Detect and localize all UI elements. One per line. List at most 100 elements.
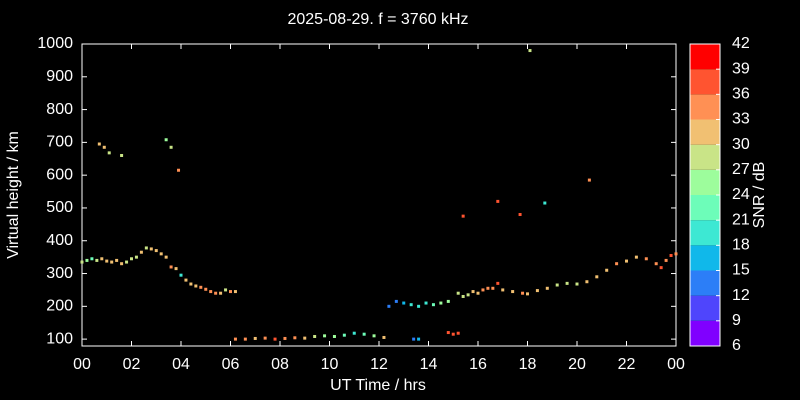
chart-title: 2025-08-29. f = 3760 kHz (287, 11, 468, 28)
data-point (518, 213, 522, 217)
colorbar-segment (690, 69, 720, 95)
colorbar-tick-label: 6 (732, 337, 741, 354)
data-point (565, 281, 569, 285)
data-point (362, 332, 366, 336)
data-point (471, 290, 475, 294)
data-point (528, 49, 532, 53)
data-point (214, 291, 218, 295)
y-tick-label: 700 (46, 134, 73, 151)
data-point (446, 331, 450, 335)
colorbar-tick-label: 15 (732, 262, 750, 279)
data-point (120, 153, 124, 157)
data-point (417, 337, 421, 341)
data-point (409, 303, 413, 307)
colorbar-tick-label: 27 (732, 161, 750, 178)
x-tick-label: 16 (469, 356, 487, 373)
data-point (219, 291, 223, 295)
data-point (107, 151, 111, 155)
data-point (595, 275, 599, 279)
data-point (144, 246, 148, 250)
data-point (263, 336, 267, 340)
data-point (120, 262, 124, 266)
data-point (402, 301, 406, 305)
x-tick-label: 04 (172, 356, 190, 373)
data-point (496, 199, 500, 203)
data-point (303, 336, 307, 340)
colorbar-tick-label: 33 (732, 111, 750, 128)
data-point (169, 265, 173, 269)
data-point (352, 331, 356, 335)
data-point (372, 334, 376, 338)
data-point (100, 257, 104, 261)
colorbar-tick-label: 36 (732, 86, 750, 103)
data-point (177, 168, 181, 172)
data-point (189, 282, 193, 286)
data-point (451, 332, 455, 336)
data-point (412, 337, 416, 341)
y-tick-label: 1000 (37, 35, 73, 52)
data-point (461, 214, 465, 218)
data-point (204, 287, 208, 291)
data-point (526, 292, 529, 296)
colorbar-segment (690, 169, 720, 195)
data-point (587, 178, 591, 182)
data-point (323, 334, 327, 338)
data-point (446, 299, 450, 303)
data-point (243, 337, 247, 341)
data-point (97, 142, 101, 146)
y-tick-label: 500 (46, 199, 73, 216)
x-tick-label: 08 (271, 356, 289, 373)
data-point (199, 285, 203, 289)
data-point (273, 337, 277, 341)
data-point (664, 258, 668, 262)
colorbar-tick-label: 39 (732, 60, 750, 77)
data-point (659, 266, 663, 270)
y-tick-label: 600 (46, 166, 73, 183)
data-point (293, 336, 297, 340)
y-tick-label: 100 (46, 330, 73, 347)
data-point (159, 252, 163, 256)
data-point (332, 334, 336, 338)
x-tick-label: 06 (222, 356, 240, 373)
data-point (102, 145, 106, 149)
x-tick-label: 18 (519, 356, 537, 373)
data-point (417, 304, 421, 308)
y-tick-label: 200 (46, 298, 73, 315)
x-tick-label: 00 (73, 356, 91, 373)
data-point (575, 282, 579, 286)
data-point (543, 201, 547, 205)
data-point (229, 290, 232, 294)
x-tick-label: 00 (667, 356, 685, 373)
data-point (605, 268, 609, 272)
data-point (476, 291, 480, 295)
colorbar-segment (690, 195, 720, 221)
data-point (209, 290, 213, 294)
data-point (95, 258, 99, 262)
data-point (615, 262, 619, 266)
y-tick-label: 300 (46, 265, 73, 282)
x-tick-label: 20 (568, 356, 586, 373)
x-tick-label: 12 (370, 356, 388, 373)
data-point (134, 255, 138, 259)
data-point (545, 286, 549, 290)
colorbar-segment (690, 320, 720, 346)
colorbar-tick-label: 21 (732, 211, 750, 228)
data-point (169, 145, 173, 149)
colorbar-label: SNR / dB (751, 162, 768, 229)
data-point (382, 335, 386, 339)
data-point (85, 258, 89, 262)
data-point (130, 257, 133, 261)
data-point (125, 260, 129, 264)
data-point (535, 289, 539, 293)
colorbar-segment (690, 119, 720, 145)
data-point (461, 294, 465, 298)
y-tick-label: 800 (46, 101, 73, 118)
data-point (669, 253, 673, 257)
colorbar-tick-label: 30 (732, 136, 750, 153)
colorbar-tick-label: 9 (732, 312, 741, 329)
data-point (521, 291, 525, 295)
colorbar-tick-label: 24 (732, 186, 750, 203)
data-point (154, 249, 158, 253)
data-point (424, 301, 428, 305)
